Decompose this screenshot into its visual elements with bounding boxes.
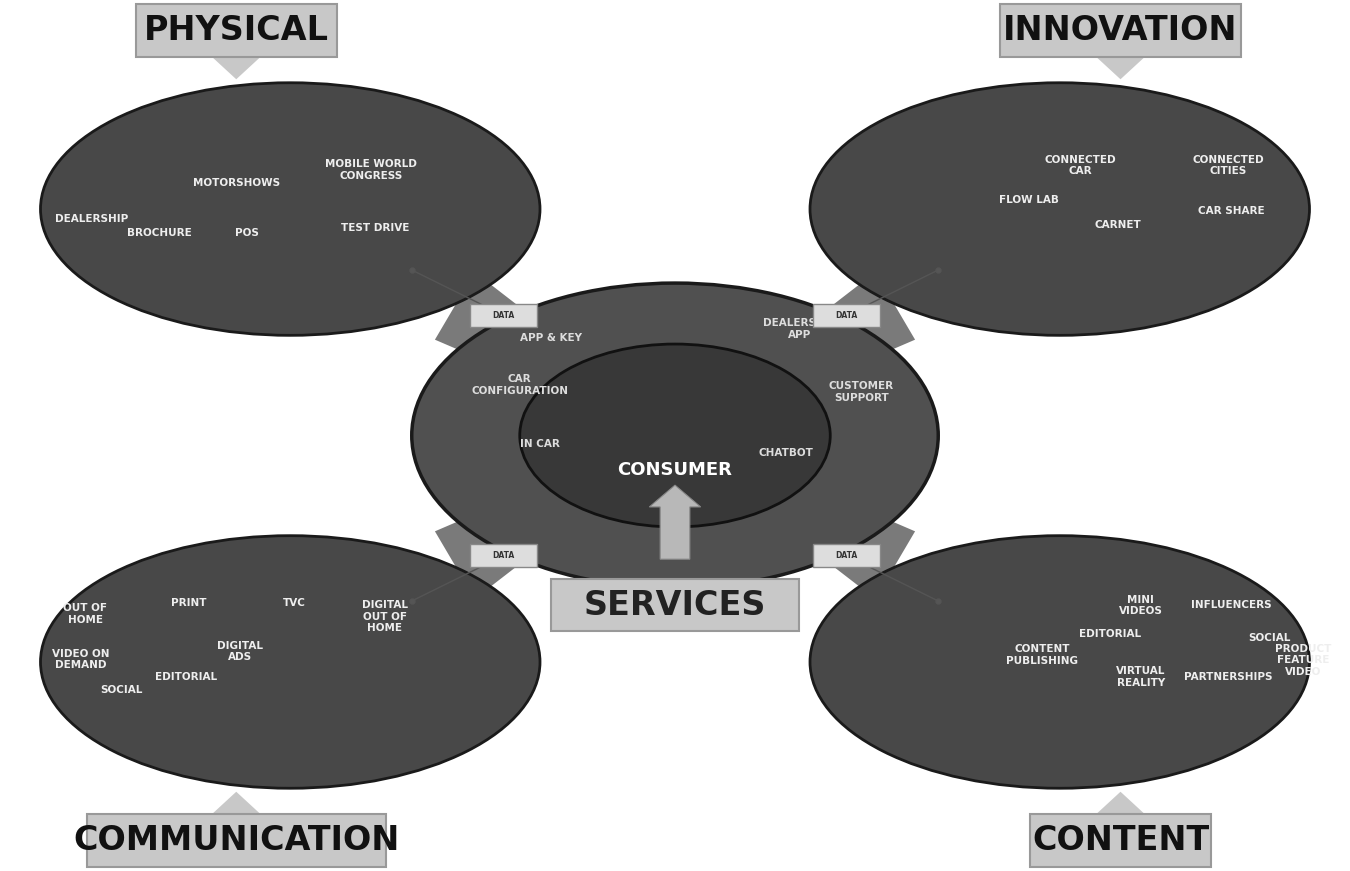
Text: POS: POS xyxy=(235,227,259,238)
Text: PRODUCT
FEATURE
VIDEO: PRODUCT FEATURE VIDEO xyxy=(1274,644,1331,677)
Text: MOBILE WORLD
CONGRESS: MOBILE WORLD CONGRESS xyxy=(325,159,417,180)
Text: CAR SHARE: CAR SHARE xyxy=(1197,206,1265,216)
Text: CONNECTED
CAR: CONNECTED CAR xyxy=(1044,155,1116,176)
Polygon shape xyxy=(1092,53,1149,79)
FancyBboxPatch shape xyxy=(813,304,880,327)
Ellipse shape xyxy=(40,83,540,335)
FancyBboxPatch shape xyxy=(551,579,798,631)
Text: INFLUENCERS: INFLUENCERS xyxy=(1191,600,1272,611)
Text: DATA: DATA xyxy=(493,551,514,560)
Text: BROCHURE: BROCHURE xyxy=(127,227,192,238)
Text: CHATBOT: CHATBOT xyxy=(759,448,813,458)
FancyBboxPatch shape xyxy=(1030,814,1211,867)
FancyBboxPatch shape xyxy=(1000,4,1241,57)
Text: OUT OF
HOME: OUT OF HOME xyxy=(63,604,107,625)
Polygon shape xyxy=(792,272,915,381)
FancyBboxPatch shape xyxy=(135,4,336,57)
Polygon shape xyxy=(435,272,558,381)
Text: DATA: DATA xyxy=(836,311,857,320)
FancyBboxPatch shape xyxy=(470,544,537,567)
Text: PARTNERSHIPS: PARTNERSHIPS xyxy=(1184,672,1273,682)
Text: TEST DRIVE: TEST DRIVE xyxy=(342,223,409,233)
Text: SERVICES: SERVICES xyxy=(583,589,767,622)
Text: PHYSICAL: PHYSICAL xyxy=(143,14,329,47)
Text: SOCIAL: SOCIAL xyxy=(100,685,143,695)
Ellipse shape xyxy=(520,344,830,527)
Ellipse shape xyxy=(412,283,938,588)
Text: FLOW LAB: FLOW LAB xyxy=(999,195,1058,206)
Text: MINI
VIDEOS: MINI VIDEOS xyxy=(1119,595,1162,616)
Text: EDITORIAL: EDITORIAL xyxy=(1079,629,1141,639)
Text: IN CAR: IN CAR xyxy=(520,439,560,449)
Text: APP & KEY: APP & KEY xyxy=(520,333,582,343)
Text: EDITORIAL: EDITORIAL xyxy=(155,672,217,682)
Ellipse shape xyxy=(40,536,540,788)
Text: CONTENT
PUBLISHING: CONTENT PUBLISHING xyxy=(1006,645,1079,665)
Ellipse shape xyxy=(810,83,1310,335)
Text: DEALERSHIP
APP: DEALERSHIP APP xyxy=(763,319,836,340)
Text: DATA: DATA xyxy=(836,551,857,560)
FancyBboxPatch shape xyxy=(470,304,537,327)
Text: CONSUMER: CONSUMER xyxy=(617,462,733,479)
Polygon shape xyxy=(1092,792,1149,818)
FancyArrow shape xyxy=(649,485,701,559)
Text: VIDEO ON
DEMAND: VIDEO ON DEMAND xyxy=(53,649,109,670)
Text: MOTORSHOWS: MOTORSHOWS xyxy=(193,178,279,188)
Text: CARNET: CARNET xyxy=(1095,219,1141,230)
Polygon shape xyxy=(792,490,915,599)
FancyBboxPatch shape xyxy=(86,814,386,867)
Text: DATA: DATA xyxy=(493,311,514,320)
FancyBboxPatch shape xyxy=(813,544,880,567)
Text: CONTENT: CONTENT xyxy=(1031,824,1210,857)
Polygon shape xyxy=(435,490,558,599)
Text: DIGITAL
ADS: DIGITAL ADS xyxy=(217,641,263,662)
Text: PRINT: PRINT xyxy=(171,598,207,608)
Text: COMMUNICATION: COMMUNICATION xyxy=(73,824,400,857)
Text: CONNECTED
CITIES: CONNECTED CITIES xyxy=(1192,155,1265,176)
Text: SOCIAL: SOCIAL xyxy=(1247,632,1291,643)
Polygon shape xyxy=(208,53,265,79)
Text: VIRTUAL
REALITY: VIRTUAL REALITY xyxy=(1116,666,1165,687)
Text: DIGITAL
OUT OF
HOME: DIGITAL OUT OF HOME xyxy=(362,600,408,633)
Text: INNOVATION: INNOVATION xyxy=(1003,14,1238,47)
Text: CUSTOMER
SUPPORT: CUSTOMER SUPPORT xyxy=(829,381,894,402)
Ellipse shape xyxy=(810,536,1310,788)
Text: CAR
CONFIGURATION: CAR CONFIGURATION xyxy=(471,375,568,395)
Text: DEALERSHIP: DEALERSHIP xyxy=(55,214,128,225)
Polygon shape xyxy=(208,792,265,818)
Text: TVC: TVC xyxy=(284,598,305,608)
